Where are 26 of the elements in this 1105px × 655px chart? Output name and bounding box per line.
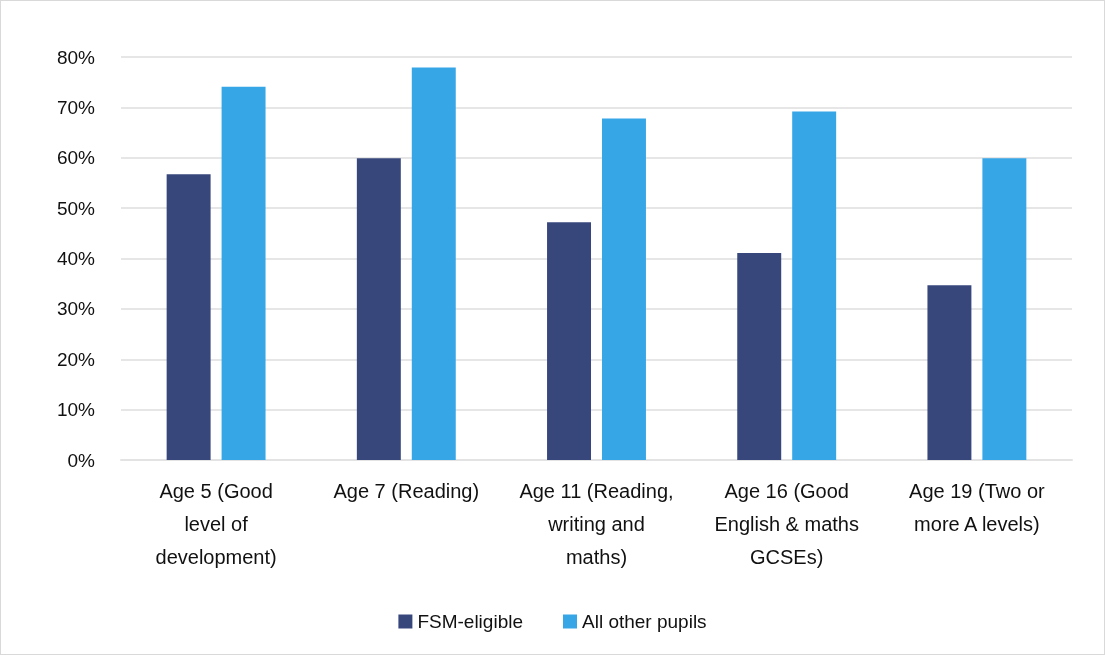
legend-label: All other pupils [581,611,707,632]
y-tick-label: 80% [56,46,96,68]
x-tick-label: Age 7 (Reading) [333,479,480,502]
bar [982,158,1027,460]
bar [737,252,782,460]
bar [411,67,456,460]
x-tick-label: Age 19 (Two or more A levels) [909,479,1046,535]
bar [601,118,646,460]
bar [547,222,592,460]
y-tick-label: 30% [56,298,96,320]
bar [166,174,211,460]
bar [356,158,401,460]
y-tick-label: 50% [56,197,96,219]
bar [221,86,266,460]
y-tick-label: 60% [56,147,96,169]
y-tick-label: 70% [56,96,96,118]
bar [792,111,837,460]
y-tick-label: 10% [56,399,96,421]
x-tick-label: Age 5 (Good level of development) [155,479,277,568]
x-tick-label: Age 11 (Reading, writing and maths) [519,479,674,568]
legend-label: FSM-eligible [417,611,523,632]
y-tick-label: 40% [56,248,96,269]
x-tick-label: Age 16 (Good English & maths GCSEs) [714,479,859,568]
y-tick-label: 20% [56,348,96,370]
bar [927,285,972,460]
y-tick-label: 0% [67,449,96,471]
